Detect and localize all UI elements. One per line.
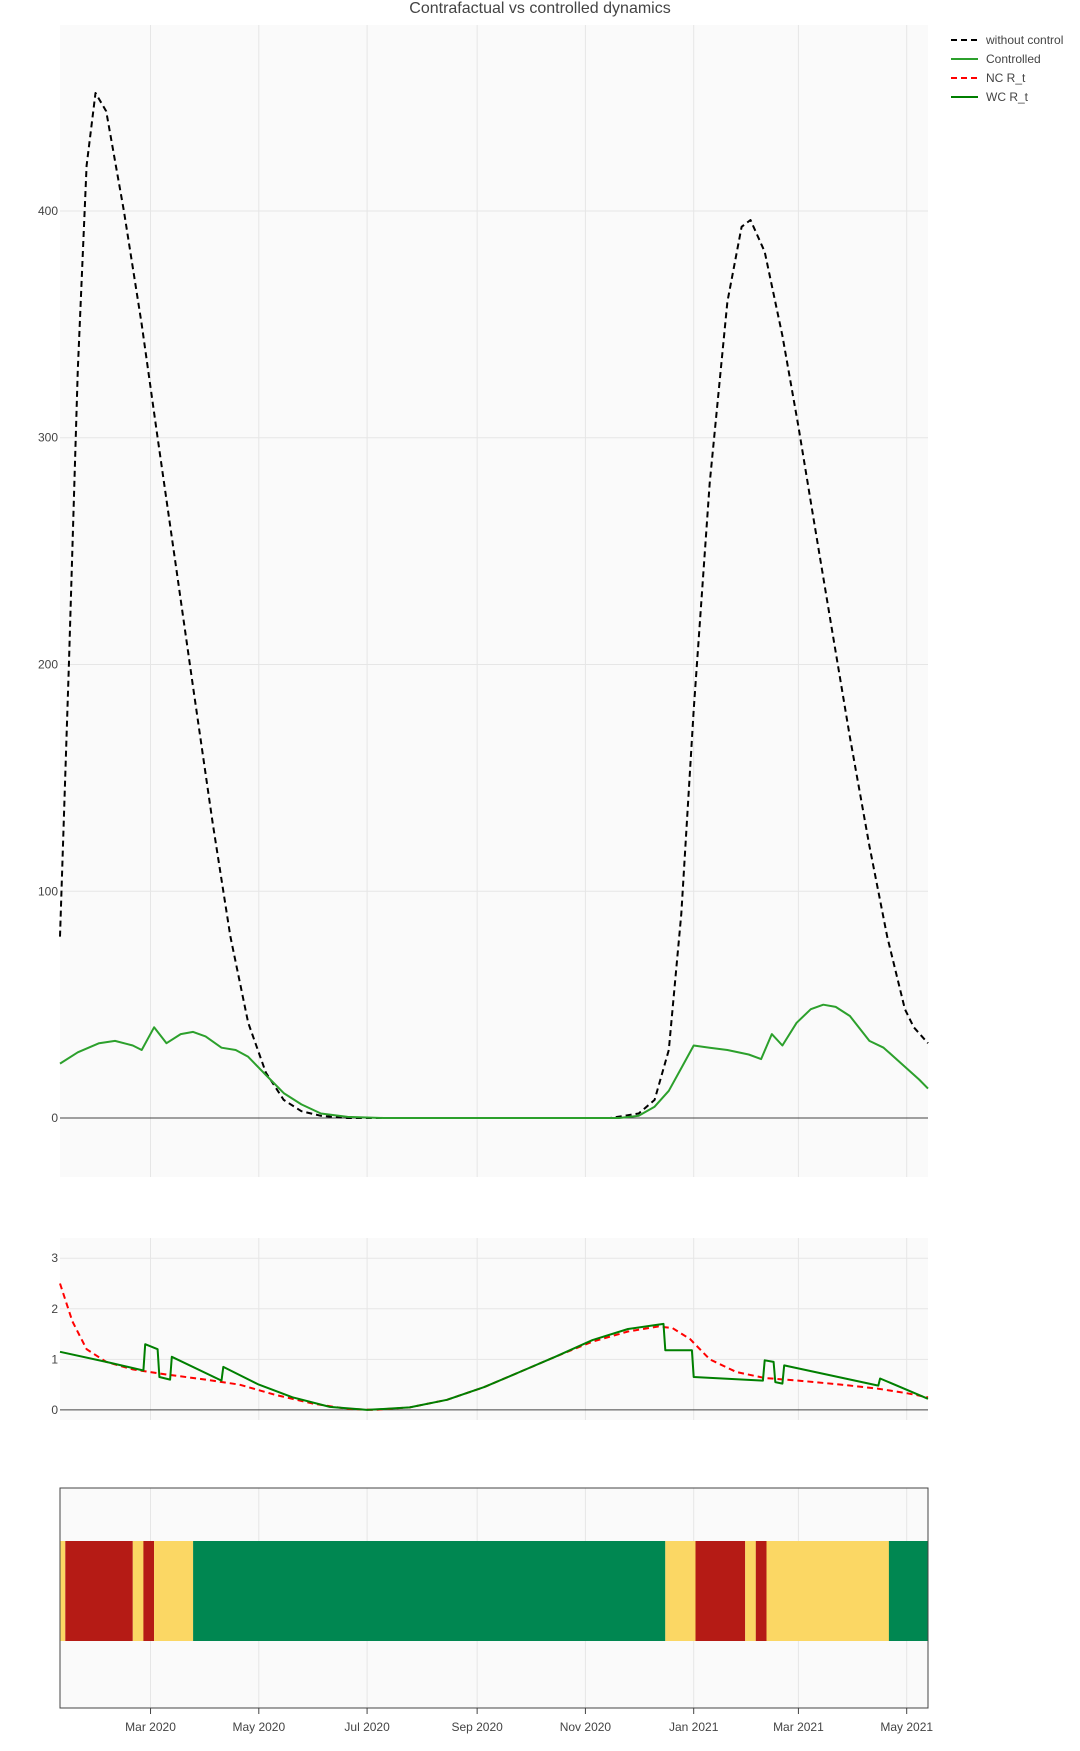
x-tick-label: May 2020 (232, 1720, 285, 1734)
main-plot-area (60, 25, 928, 1177)
y-tick-label: 400 (38, 204, 58, 218)
phase-segment-yellow (745, 1541, 756, 1641)
x-tick-label: Jan 2021 (669, 1720, 719, 1734)
y-tick-label: 0 (51, 1111, 58, 1125)
phase-segment-yellow (766, 1541, 889, 1641)
legend-label-controlled: Controlled (986, 52, 1041, 66)
series-line-wc-r-t (59, 1322, 929, 1411)
legend-label-wc-rt: WC R_t (986, 90, 1029, 104)
y-tick-label: 2 (51, 1302, 58, 1316)
phase-segment-yellow (665, 1541, 696, 1641)
y-tick-label: 1 (51, 1352, 58, 1366)
legend-item-nc-rt[interactable]: NC R_t (951, 71, 1026, 85)
main-grid (60, 25, 928, 1177)
x-tick-label: Nov 2020 (560, 1720, 612, 1734)
rt-series (59, 1283, 929, 1411)
x-tick-label: Jul 2020 (344, 1720, 390, 1734)
legend-label-nc-rt: NC R_t (986, 71, 1026, 85)
legend-label-without-control: without control (985, 33, 1063, 47)
main-y-ticks: 0 100 200 300 400 (38, 204, 58, 1125)
rt-plot-area (60, 1238, 928, 1420)
phase-segment-yellow (60, 1541, 66, 1641)
phase-segment-red (65, 1541, 133, 1641)
legend-item-controlled[interactable]: Controlled (951, 52, 1041, 66)
phase-segment-yellow (132, 1541, 144, 1641)
y-tick-label: 0 (51, 1403, 58, 1417)
phase-segments (60, 1541, 928, 1641)
phase-segment-red (695, 1541, 746, 1641)
y-tick-label: 200 (38, 657, 58, 671)
phase-frame (59, 1487, 929, 1709)
chart-title: Contrafactual vs controlled dynamics (409, 0, 670, 17)
legend: without control Controlled NC R_t WC R_t (951, 33, 1063, 104)
rt-y-ticks: 0 1 2 3 (51, 1251, 58, 1417)
phase-segment-green (888, 1541, 928, 1641)
y-tick-label: 100 (38, 884, 58, 898)
main-series (59, 92, 929, 1119)
x-axis-ticks: Mar 2020 May 2020 Jul 2020 Sep 2020 Nov 2020… (125, 1708, 933, 1734)
x-tick-label: May 2021 (880, 1720, 933, 1734)
x-tick-label: Sep 2020 (451, 1720, 503, 1734)
x-tick-label: Mar 2021 (773, 1720, 824, 1734)
phase-segment-yellow (154, 1541, 194, 1641)
x-tick-label: Mar 2020 (125, 1720, 176, 1734)
phase-segment-red (755, 1541, 767, 1641)
series-line-controlled (59, 1003, 929, 1119)
series-line-nc-r-t (59, 1283, 929, 1411)
y-tick-label: 300 (38, 431, 58, 445)
phase-segment-red (143, 1541, 155, 1641)
phase-segment-green (193, 1541, 666, 1641)
legend-item-wc-rt[interactable]: WC R_t (951, 90, 1029, 104)
y-tick-label: 3 (51, 1251, 58, 1265)
legend-item-without-control[interactable]: without control (951, 33, 1063, 47)
